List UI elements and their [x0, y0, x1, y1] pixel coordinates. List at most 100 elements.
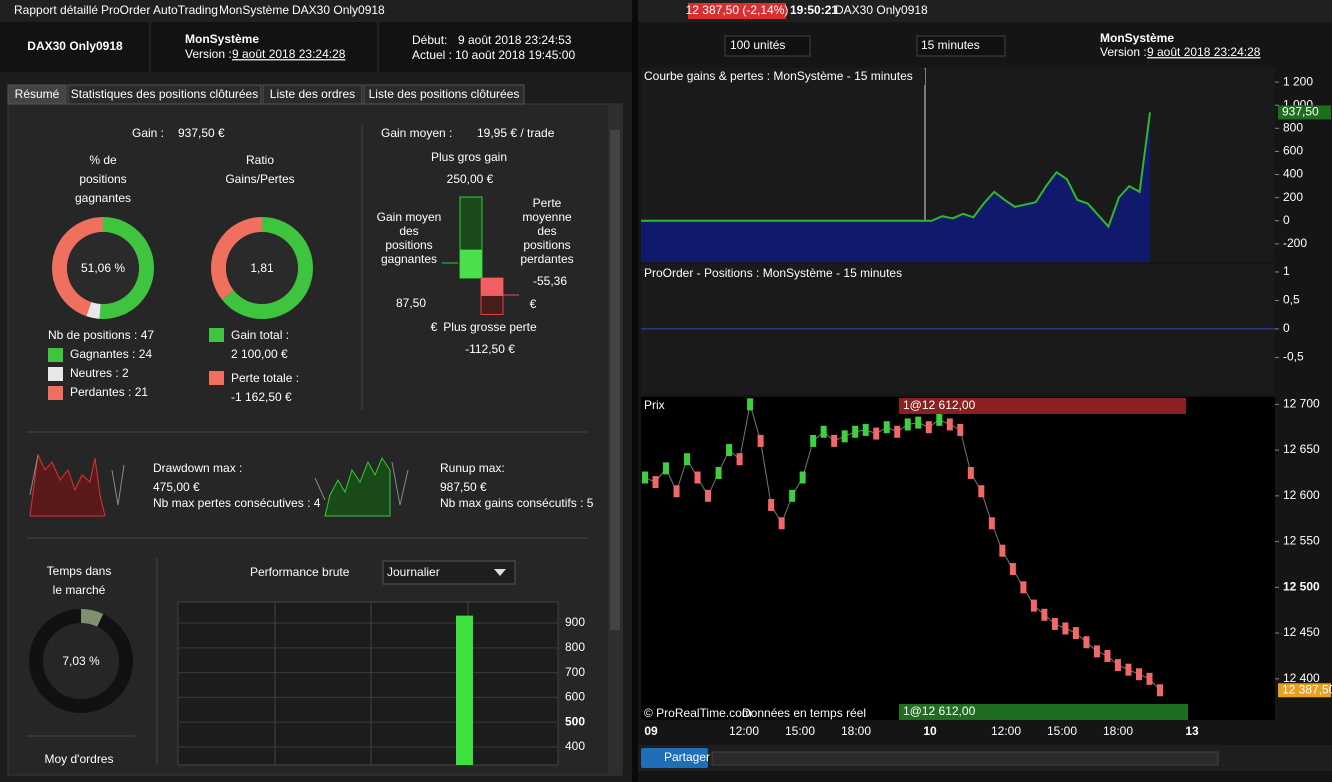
- y-tick-label: 0: [1283, 321, 1290, 335]
- candle: [1009, 563, 1016, 576]
- tab[interactable]: [67, 84, 262, 105]
- candle: [978, 485, 985, 498]
- candle: [936, 413, 943, 426]
- y-tick-label: 0: [1283, 213, 1290, 227]
- label[interactable]: 9 août 2018 23:24:28: [1147, 45, 1261, 59]
- candle: [831, 434, 838, 447]
- tab-label[interactable]: Liste des ordres: [270, 87, 355, 101]
- candle: [852, 425, 859, 438]
- candle: [873, 427, 880, 440]
- x-tick-label: 12:00: [991, 724, 1021, 738]
- label: Plus grosse perte: [443, 320, 537, 334]
- label: 19:50:21: [790, 3, 838, 17]
- candle: [715, 466, 722, 479]
- candle: [862, 423, 869, 436]
- candle: [1083, 636, 1090, 649]
- right-titlebar: [638, 0, 1332, 22]
- candle: [642, 471, 648, 484]
- period-select[interactable]: Journalier: [387, 565, 440, 579]
- label: 1@12 612,00: [903, 398, 976, 412]
- y-tick-label: 12 700: [1283, 396, 1320, 410]
- label: © ProRealTime.com: [644, 706, 752, 720]
- x-tick-label: 18:00: [1103, 724, 1133, 738]
- select[interactable]: [916, 35, 1006, 57]
- tab-label[interactable]: Statistiques des positions clôturées: [71, 87, 258, 101]
- candle: [768, 498, 775, 511]
- x-tick-label: 15:00: [1047, 724, 1077, 738]
- y-tick-label: 600: [565, 690, 585, 704]
- candle: [778, 517, 785, 530]
- candle: [957, 423, 964, 436]
- gauge-bar: [481, 278, 503, 296]
- tab[interactable]: [7, 84, 67, 105]
- time-scrollbar[interactable]: [711, 751, 1219, 766]
- win-pct-title: positions: [79, 172, 126, 186]
- tab[interactable]: [262, 84, 363, 105]
- report-header: [0, 22, 632, 72]
- y-tick-label: 0,5: [1283, 293, 1300, 307]
- avg-win: 87,50: [396, 296, 426, 310]
- y-tick-label: -0,5: [1283, 350, 1304, 364]
- ratio-title: Ratio: [246, 153, 274, 167]
- select[interactable]: [382, 560, 516, 585]
- x-tick-label: 10: [923, 724, 937, 738]
- label[interactable]: 100 unités: [730, 38, 785, 52]
- x-tick-label: 18:00: [841, 724, 871, 738]
- candle: [904, 418, 911, 431]
- candle: [967, 466, 974, 479]
- label: Moy d'ordres: [45, 752, 114, 766]
- realtime-note: Données en temps réel: [742, 706, 866, 720]
- share-button[interactable]: [641, 748, 708, 768]
- candle: [915, 416, 922, 429]
- label[interactable]: 15 minutes: [921, 38, 980, 52]
- label: 1@12 612,00: [903, 704, 976, 718]
- drawdown-value: 475,00 €: [153, 480, 200, 494]
- panel-title: Prix: [644, 398, 665, 412]
- y-tick-label: 1: [1283, 264, 1290, 278]
- candle: [1135, 668, 1142, 681]
- candle: [1072, 627, 1079, 640]
- candle: [663, 462, 670, 475]
- price-badge: [688, 3, 786, 19]
- legend-swatch: [209, 371, 224, 385]
- y-tick-label: -200: [1283, 236, 1307, 250]
- dropdown-arrow: [494, 569, 506, 576]
- label: Plus gros gain: [431, 150, 507, 164]
- y-tick-label: 12 400: [1283, 671, 1320, 685]
- last-value-badge: [1278, 683, 1331, 698]
- label: Nb max pertes consécutives : 4: [153, 496, 321, 510]
- candle: [999, 544, 1006, 557]
- donut-segment: [221, 217, 313, 319]
- tab[interactable]: [363, 84, 525, 105]
- scroll-thumb[interactable]: [610, 130, 620, 630]
- donut-hole: [226, 232, 298, 304]
- label: le marché: [53, 583, 106, 597]
- select[interactable]: [724, 35, 811, 57]
- label: positions: [385, 238, 432, 252]
- candle: [1020, 581, 1027, 594]
- tab-label[interactable]: Liste des positions clôturées: [369, 87, 520, 101]
- share-label[interactable]: Partager: [664, 750, 710, 764]
- instrument: DAX30 Only0918: [27, 39, 123, 53]
- candle: [1125, 663, 1132, 676]
- donut-segment: [86, 302, 101, 319]
- y-tick-label: 700: [565, 665, 585, 679]
- candle: [736, 453, 743, 466]
- panel-title: Courbe gains & pertes : MonSystème - 15 …: [644, 69, 913, 83]
- label: des: [537, 224, 556, 238]
- left-titlebar: [0, 0, 632, 22]
- win-pct-title: gagnantes: [75, 191, 131, 205]
- x-tick-label: 13: [1185, 724, 1199, 738]
- y-tick-label: 800: [1283, 120, 1303, 134]
- tab-label[interactable]: Résumé: [15, 87, 60, 101]
- label: Gain :: [132, 126, 164, 140]
- runup-icon: [314, 461, 409, 506]
- positions-panel: [641, 264, 1275, 395]
- candle: [820, 425, 827, 438]
- candle: [1146, 672, 1153, 685]
- last-value: 12 387,50: [1282, 682, 1332, 696]
- version-link[interactable]: 9 août 2018 23:24:28: [232, 47, 346, 61]
- candle: [883, 421, 890, 434]
- candle: [1104, 649, 1111, 662]
- equity-line: [641, 112, 1151, 229]
